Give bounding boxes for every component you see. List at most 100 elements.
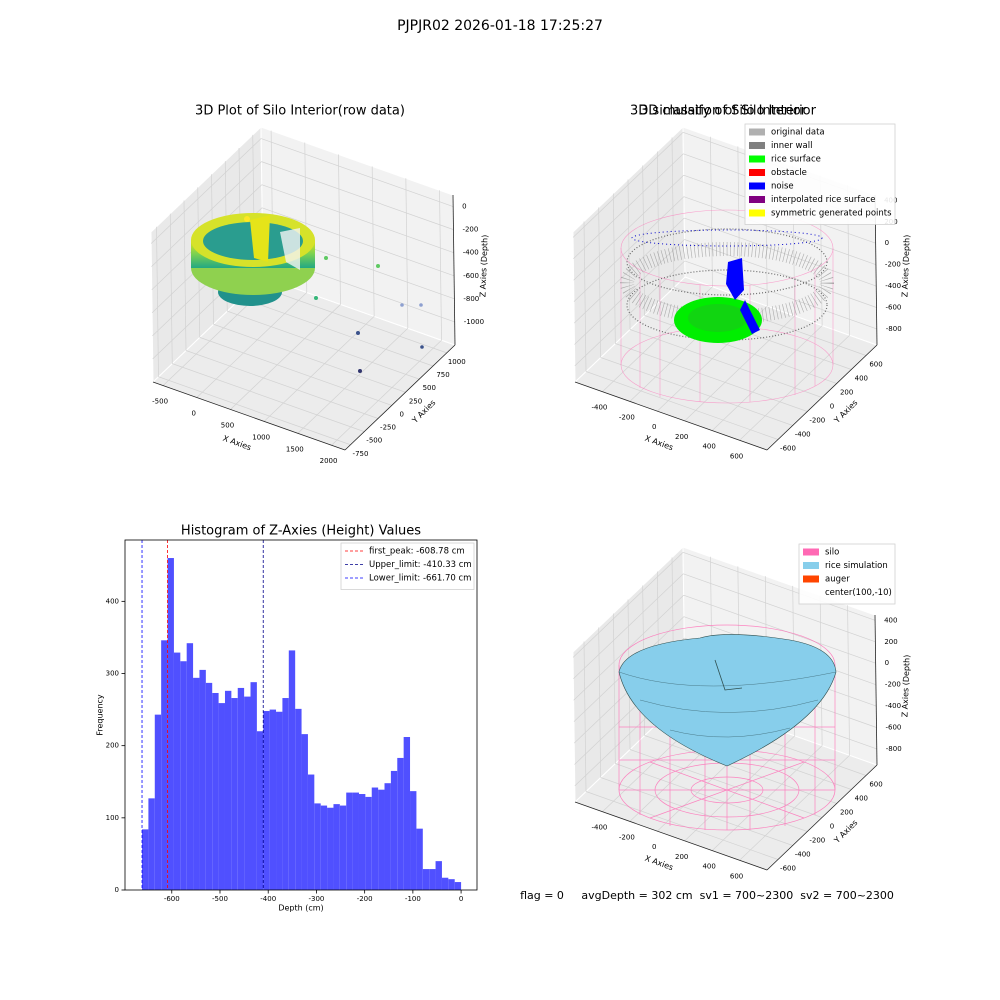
legend-label: symmetric generated points: [771, 209, 892, 219]
x-tick-label: 0: [652, 843, 656, 851]
grid-line: [439, 190, 442, 341]
grid-line: [573, 153, 684, 260]
legend-swatch: [749, 182, 765, 190]
z-tick-label: 200: [884, 638, 897, 646]
grid-line: [254, 284, 447, 354]
grid-line: [629, 329, 823, 398]
x-tick-label: -400: [260, 895, 276, 903]
z-tick-label: -800: [886, 745, 902, 753]
z-tick-label: -400: [885, 702, 901, 710]
x-tick-label: 600: [730, 872, 743, 880]
bar: [314, 803, 321, 890]
bar: [180, 661, 187, 890]
bar: [339, 805, 347, 890]
y-tick-label: -200: [809, 417, 825, 425]
legend-label: noise: [771, 182, 794, 192]
bar: [327, 807, 334, 890]
y-tick-label: 400: [106, 597, 119, 605]
grid-line: [261, 161, 454, 230]
grid-line: [261, 207, 455, 277]
legend-label: interpolated rice surface: [771, 195, 876, 205]
bar: [212, 692, 219, 890]
bar: [333, 804, 340, 890]
classified-cloud: [620, 209, 834, 404]
grid-line: [185, 350, 379, 419]
grid-line: [261, 184, 454, 254]
grid-line: [263, 316, 375, 422]
z-tick-label: 0: [462, 203, 466, 211]
y-tick-label: -600: [780, 865, 796, 873]
grid-line: [598, 207, 602, 358]
grid-line: [684, 260, 877, 330]
grid-line: [230, 304, 341, 410]
bar: [390, 770, 398, 890]
axes-title: 3D Plot of Silo Interior(row data): [195, 104, 405, 119]
histogram-axes: -600 -500 -400 -300 -200 -100 0 0 100 200 300 400 De…: [96, 524, 478, 913]
bar: [295, 708, 302, 890]
legend-label: obstacle: [771, 168, 807, 178]
x-tick-label: -500: [152, 398, 168, 406]
legend-swatch: [749, 155, 765, 163]
z-tick-label: 0: [885, 659, 889, 667]
y-tick-label: 400: [855, 795, 868, 803]
grid-line: [151, 161, 262, 267]
grid-line: [612, 193, 616, 344]
y-axis-line: [766, 344, 878, 451]
x-axis-line: [574, 801, 768, 871]
legend-swatch: [803, 562, 819, 569]
axes-3d: -5000500100015002000-750-500-25002505007…: [150, 104, 490, 465]
bar: [148, 798, 155, 890]
z-tick-label: -200: [885, 681, 901, 689]
z-tick-label: -200: [885, 261, 901, 269]
bar: [441, 877, 449, 890]
x-tick-label: 1500: [286, 445, 304, 453]
grid-line: [572, 552, 684, 658]
bar: [448, 879, 455, 890]
bar: [416, 828, 423, 890]
z-axis-label: Z Axies (Depth): [478, 235, 489, 298]
grid-line: [331, 339, 442, 446]
x-axis-label: Depth (cm): [278, 904, 323, 913]
y-tick-label: -500: [366, 437, 382, 445]
bar: [352, 792, 359, 890]
grid-line: [615, 763, 808, 832]
y-tick-label: 0: [400, 410, 404, 418]
legend-box: [744, 123, 896, 225]
grid-line: [573, 217, 685, 324]
grid-line: [629, 749, 823, 818]
legend-label: Upper_limit: -410.33 cm: [369, 560, 472, 570]
grid-line: [261, 138, 454, 207]
z-axis-label: Z Axies (Depth): [900, 655, 911, 718]
z-axis-line: [874, 614, 878, 766]
x-tick-label: 400: [702, 863, 715, 871]
y-tick-label: 200: [840, 389, 853, 397]
bar: [237, 687, 245, 890]
bar: [263, 711, 270, 890]
bar: [410, 791, 417, 890]
grid-line: [240, 297, 434, 367]
bar: [288, 650, 296, 890]
y-tick-label: 0: [830, 823, 834, 831]
legend-swatch: [749, 169, 765, 176]
z-axis-line: [452, 194, 456, 346]
legend-swatch: [749, 142, 765, 149]
z-tick-label: -800: [886, 325, 902, 333]
legend-swatch: [803, 575, 819, 583]
z-tick-label: -1000: [464, 318, 484, 326]
axes-title: Histogram of Z-Axies (Height) Values: [181, 524, 421, 539]
y-tick-label: 600: [869, 361, 882, 369]
y-tick-label: -400: [795, 851, 811, 859]
bar: [224, 690, 232, 890]
legend-label: rice simulation: [825, 561, 888, 571]
z-tick-label: -400: [885, 282, 901, 290]
legend-swatch: [749, 128, 765, 136]
axes-title: 3D classify of Silo Interior: [640, 104, 807, 119]
x-tick-label: 500: [221, 421, 234, 429]
grid-line: [847, 605, 850, 756]
grid-line: [671, 137, 675, 288]
grid-line: [710, 136, 713, 287]
bar: [371, 787, 379, 890]
grid-line: [297, 328, 409, 434]
legend-label: original data: [771, 128, 825, 138]
y-tick-label: -600: [780, 445, 796, 453]
